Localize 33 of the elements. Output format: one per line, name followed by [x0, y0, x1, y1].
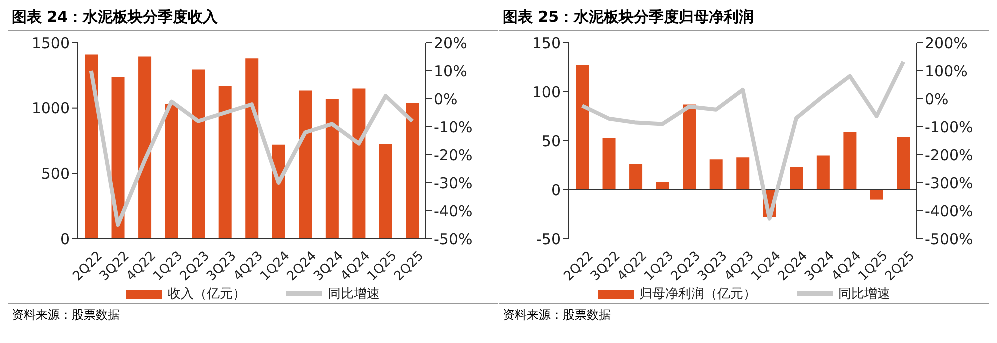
legend-label: 同比增速 [327, 286, 380, 303]
y-tick-label: 100 [532, 83, 561, 102]
y-tick-label: 150 [532, 34, 561, 52]
y-tick-label: 50 [542, 132, 561, 150]
y2-tick-label: 100% [925, 62, 968, 80]
y2-tick-label: -10% [434, 118, 473, 136]
chart-title: 图表 25：水泥板块分季度归母净利润 [499, 8, 989, 31]
y2-tick-label: -50% [434, 230, 473, 248]
y2-tick-label: 20% [434, 34, 468, 52]
y2-tick-label: -100% [925, 118, 974, 136]
legend-label: 收入（亿元） [167, 286, 246, 303]
y-tick-label: 0 [551, 181, 561, 200]
legend-label: 同比增速 [838, 286, 890, 303]
text: 资料来源：股票数据 [8, 303, 498, 324]
legend-label: 归母净利润（亿元） [638, 286, 756, 303]
y-tick-label: -50 [536, 230, 561, 248]
y-tick-label: 1000 [32, 100, 70, 118]
y-tick-label: 1500 [32, 34, 70, 52]
y2-tick-label: -30% [434, 174, 473, 192]
y2-tick-label: -40% [434, 202, 473, 220]
chart-title: 图表 24：水泥板块分季度收入 [8, 8, 498, 31]
y-tick-label: 0 [60, 230, 70, 248]
y2-tick-label: 0% [925, 90, 949, 108]
y2-tick-label: 0% [434, 90, 458, 108]
y2-tick-label: -200% [925, 146, 974, 164]
text: 资料来源：股票数据 [499, 303, 989, 324]
y2-tick-label: -300% [925, 174, 974, 192]
y2-tick-label: -400% [925, 202, 974, 220]
y2-tick-label: 10% [434, 62, 468, 80]
y2-tick-label: -500% [925, 230, 974, 248]
y2-tick-label: -20% [434, 146, 473, 164]
y-tick-label: 500 [41, 164, 70, 183]
y2-tick-label: 200% [925, 34, 968, 52]
